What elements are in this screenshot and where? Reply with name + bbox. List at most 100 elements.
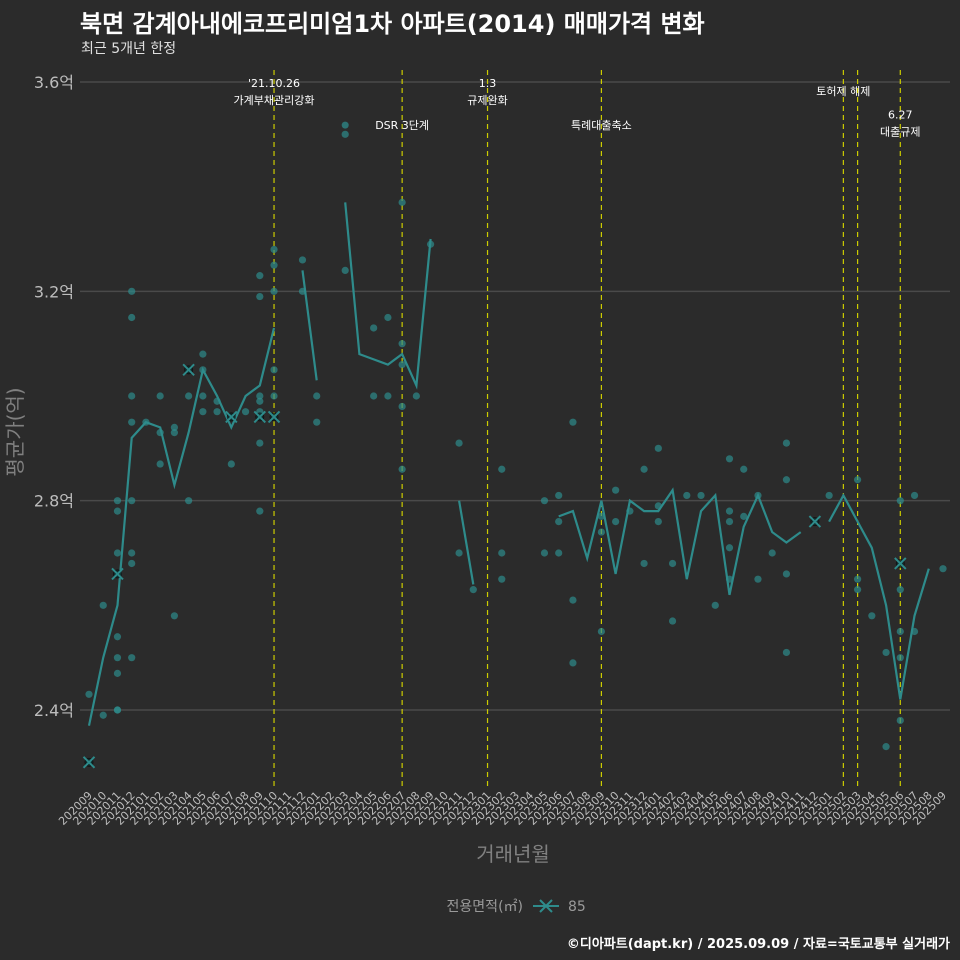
data-point — [199, 408, 207, 416]
data-point — [213, 408, 221, 416]
data-point — [199, 392, 207, 400]
data-point — [498, 575, 506, 583]
data-point — [398, 198, 406, 206]
data-point — [654, 518, 662, 526]
event-label: 가계부채관리강화 — [234, 94, 315, 107]
data-point — [612, 486, 620, 494]
data-point — [540, 549, 549, 557]
x-axis-title: 거래년월 — [476, 842, 550, 866]
event-label: 토허제 해제 — [816, 84, 870, 98]
data-point — [854, 575, 862, 583]
x-marker — [267, 410, 281, 424]
data-point — [270, 392, 278, 400]
data-point — [896, 654, 904, 662]
data-point — [128, 654, 136, 662]
data-point — [384, 392, 392, 400]
data-point — [740, 465, 748, 473]
source-credit: ©디아파트(dapt.kr) / 2025.09.09 / 자료=국토교통부 실… — [566, 937, 950, 952]
data-point — [256, 507, 264, 515]
data-point — [469, 586, 477, 594]
data-point — [128, 549, 136, 557]
data-point — [185, 497, 193, 505]
data-point — [725, 455, 734, 463]
data-point — [711, 601, 719, 609]
data-point — [185, 392, 193, 400]
data-point — [939, 565, 947, 573]
event-label: 대출규제 — [880, 126, 920, 139]
data-point — [256, 292, 264, 301]
data-point — [498, 465, 506, 473]
legend-entry-85: 85 — [568, 899, 586, 915]
data-point — [256, 397, 264, 405]
data-point — [298, 256, 307, 264]
event-label: 특례대출축소 — [571, 119, 632, 132]
data-point — [256, 439, 264, 447]
data-point — [412, 392, 420, 400]
data-point — [882, 648, 890, 657]
data-point — [910, 491, 919, 500]
grid-lines — [80, 81, 950, 711]
data-point — [455, 549, 463, 557]
event-label: 6.27 — [888, 109, 913, 122]
data-point — [555, 518, 563, 526]
data-point — [313, 418, 321, 426]
data-point — [227, 460, 235, 468]
data-point — [498, 549, 506, 557]
y-tick-label: 2.4억 — [34, 701, 74, 720]
data-point — [113, 497, 122, 505]
data-point — [555, 491, 563, 500]
data-point — [256, 392, 264, 400]
data-point — [128, 559, 136, 568]
legend-x-icon — [539, 899, 553, 913]
x-marker — [808, 515, 822, 528]
data-point — [782, 570, 791, 578]
data-point — [854, 586, 862, 594]
data-point — [754, 575, 762, 583]
series-line-85 — [87, 202, 930, 726]
data-point — [113, 669, 122, 677]
data-point — [156, 392, 164, 400]
data-point — [725, 518, 734, 526]
legend-title: 전용면적(㎡) — [447, 899, 523, 915]
data-point — [640, 559, 648, 568]
y-tick-label: 2.8억 — [34, 492, 74, 511]
x-axis-ticks: 2020092020102020112020122021012021022021… — [56, 789, 949, 828]
chart-subtitle: 최근 5개년 한정 — [81, 41, 177, 57]
data-point — [398, 465, 406, 473]
data-point — [85, 690, 93, 698]
legend: 전용면적(㎡) 85 — [447, 899, 586, 915]
x-marker — [225, 410, 238, 424]
data-point — [782, 648, 791, 657]
x-marker — [82, 756, 96, 769]
data-point — [99, 601, 107, 609]
data-point — [455, 439, 463, 447]
x-marker — [253, 410, 267, 424]
data-point — [825, 491, 833, 500]
data-point — [113, 654, 122, 662]
data-point — [612, 518, 620, 526]
data-point — [725, 507, 734, 515]
data-point — [256, 272, 264, 280]
data-point — [370, 392, 378, 400]
event-label: '21.10.26 — [248, 77, 300, 90]
x-marker — [182, 363, 195, 377]
data-point — [569, 418, 577, 426]
y-axis-title: 평균가(억) — [3, 387, 27, 476]
data-point — [569, 659, 577, 667]
data-point — [128, 392, 136, 400]
x-marker — [111, 567, 124, 581]
y-tick-label: 3.2억 — [34, 282, 74, 301]
data-point — [398, 361, 406, 369]
data-point — [170, 423, 178, 431]
data-point — [398, 402, 406, 411]
data-point — [113, 549, 122, 557]
data-point — [99, 711, 107, 719]
data-point — [540, 497, 549, 505]
data-point — [128, 287, 136, 295]
data-point — [270, 261, 278, 269]
data-point — [384, 313, 392, 322]
data-point — [782, 439, 791, 447]
data-point — [370, 324, 378, 332]
